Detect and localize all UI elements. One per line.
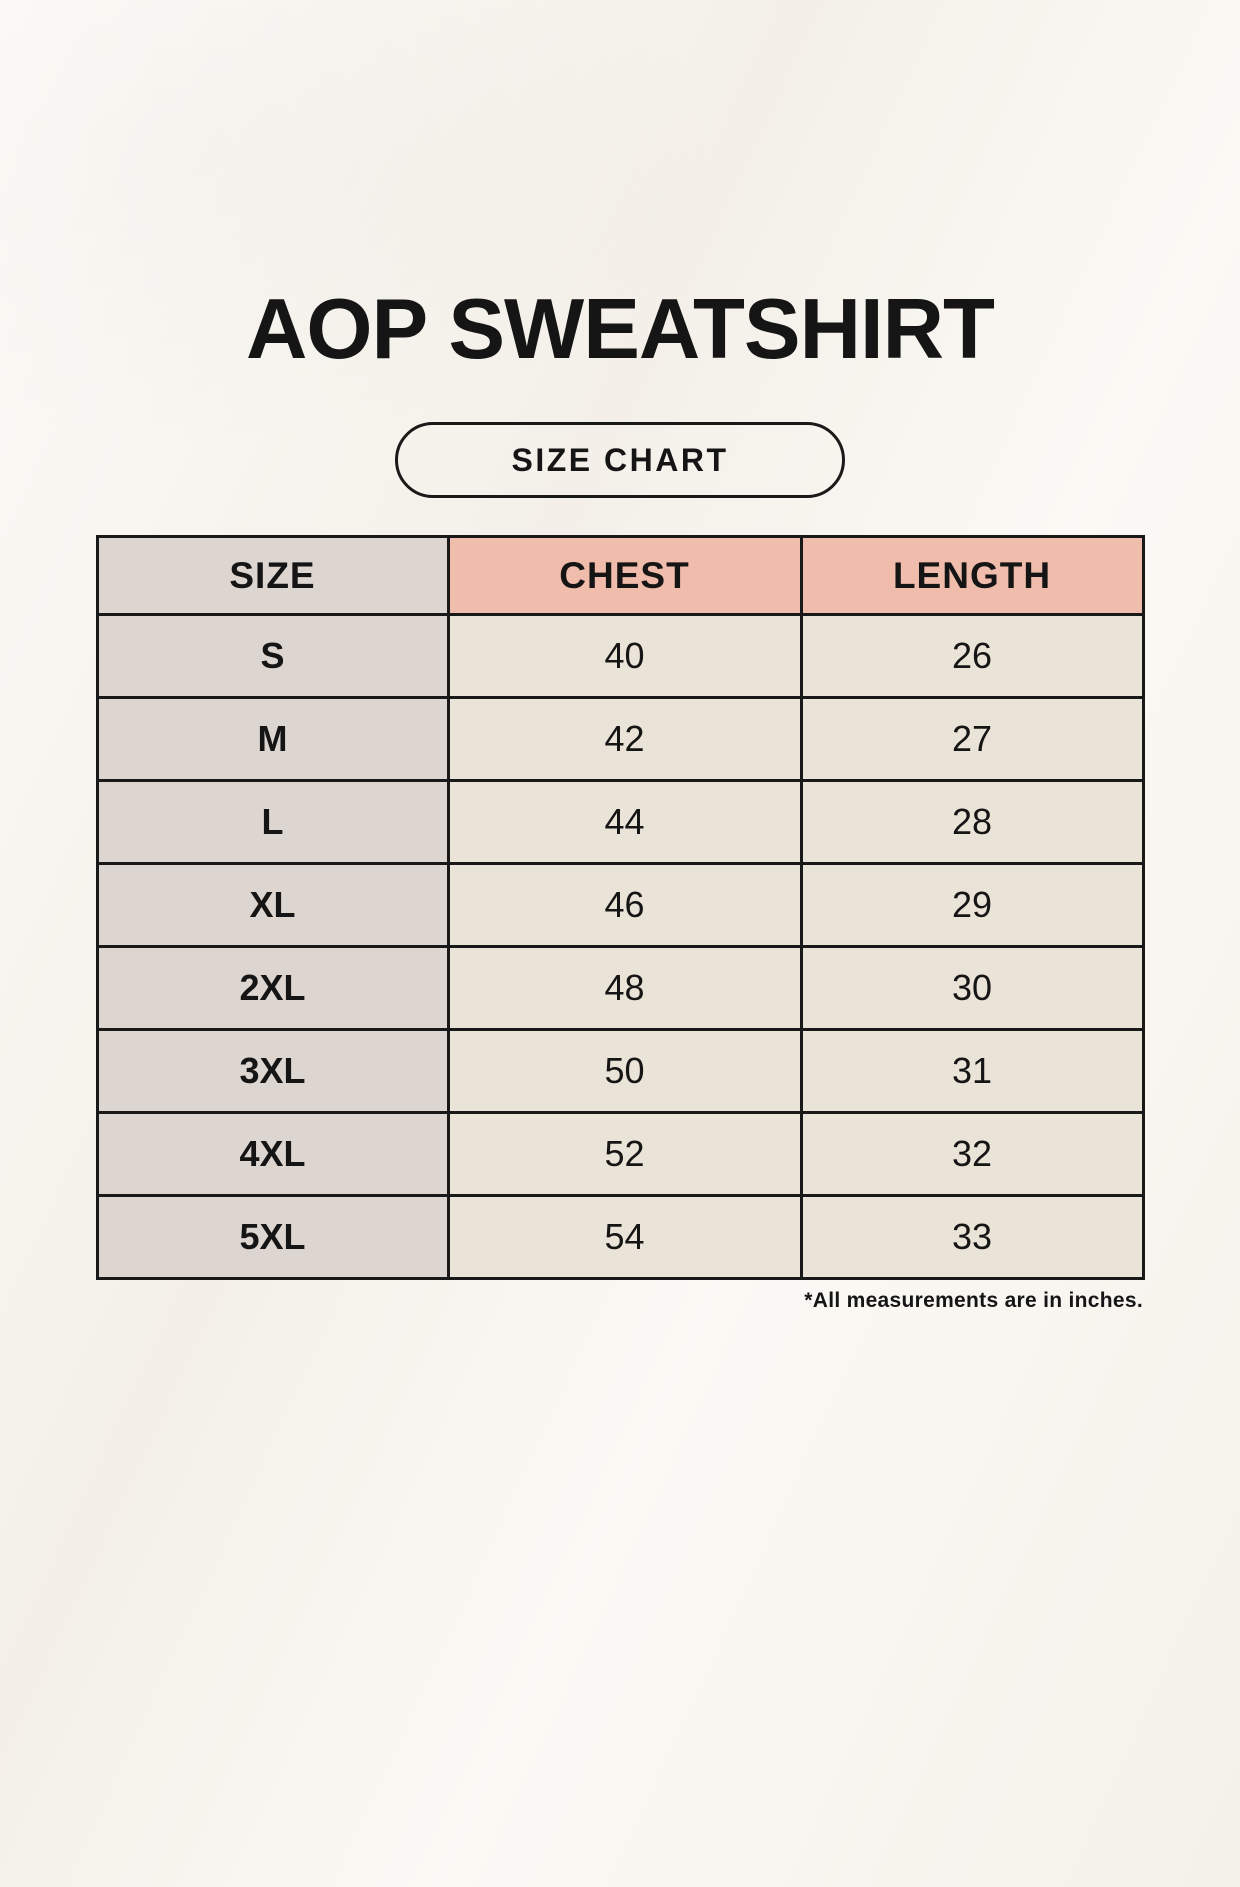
page-title: AOP SWEATSHIRT: [246, 282, 995, 377]
size-cell: 2XL: [95, 945, 450, 1031]
column-header-length: LENGTH: [799, 535, 1145, 616]
table-row: 5XL 54 33: [95, 1194, 1145, 1280]
size-cell: 4XL: [95, 1111, 450, 1197]
size-cell: 3XL: [95, 1028, 450, 1114]
length-cell: 26: [799, 613, 1145, 699]
chest-cell: 48: [446, 945, 803, 1031]
size-cell: XL: [95, 862, 450, 948]
chest-cell: 44: [446, 779, 803, 865]
length-cell: 27: [799, 696, 1145, 782]
chest-cell: 40: [446, 613, 803, 699]
size-cell: S: [95, 613, 450, 699]
table-row: 4XL 52 32: [95, 1111, 1145, 1197]
size-cell: M: [95, 696, 450, 782]
chest-cell: 54: [446, 1194, 803, 1280]
table-row: 3XL 50 31: [95, 1028, 1145, 1114]
length-cell: 28: [799, 779, 1145, 865]
table-row: S 40 26: [95, 613, 1145, 699]
column-header-size: SIZE: [95, 535, 450, 616]
chest-cell: 42: [446, 696, 803, 782]
size-table-body: S 40 26 M 42 27 L 44 28 XL 46 29 2XL 48 30 3XL 50 31 4XL 52…: [95, 613, 1145, 1280]
measurements-footnote: *All measurements are in inches.: [804, 1289, 1143, 1312]
size-chart-badge: SIZE CHART: [395, 422, 845, 498]
chest-cell: 52: [446, 1111, 803, 1197]
length-cell: 31: [799, 1028, 1145, 1114]
length-cell: 33: [799, 1194, 1145, 1280]
length-cell: 29: [799, 862, 1145, 948]
table-row: L 44 28: [95, 779, 1145, 865]
column-header-chest: CHEST: [446, 535, 803, 616]
table-row: 2XL 48 30: [95, 945, 1145, 1031]
table-row: XL 46 29: [95, 862, 1145, 948]
chest-cell: 50: [446, 1028, 803, 1114]
chest-cell: 46: [446, 862, 803, 948]
size-table: SIZE CHEST LENGTH S 40 26 M 42 27 L 44 28 XL 46 29 2…: [95, 535, 1145, 1280]
size-cell: 5XL: [95, 1194, 450, 1280]
size-chart-badge-label: SIZE CHART: [511, 442, 729, 478]
table-header-row: SIZE CHEST LENGTH: [95, 535, 1145, 616]
length-cell: 32: [799, 1111, 1145, 1197]
length-cell: 30: [799, 945, 1145, 1031]
size-cell: L: [95, 779, 450, 865]
size-chart-page: { "title": "AOP SWEATSHIRT", "badge_labe…: [0, 287, 1240, 1887]
table-row: M 42 27: [95, 696, 1145, 782]
